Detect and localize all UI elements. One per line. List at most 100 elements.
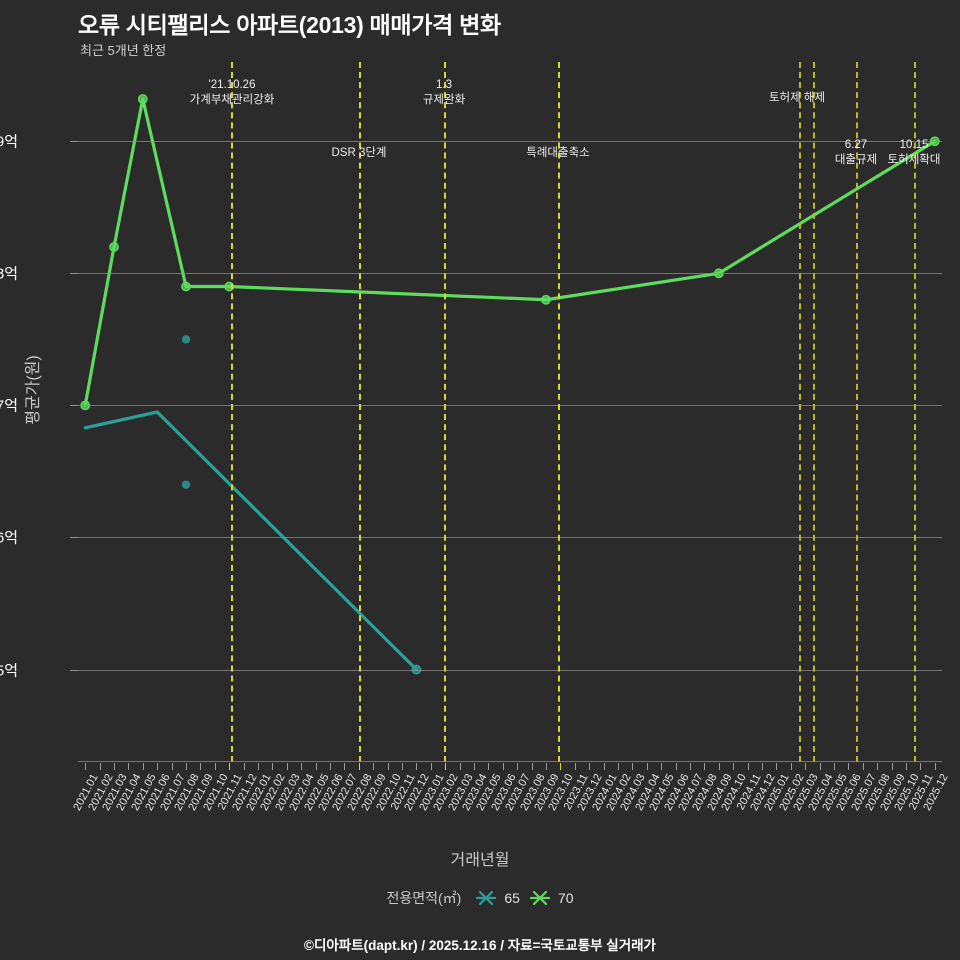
x-axis-tick-mark <box>459 763 461 770</box>
x-axis-tick-mark <box>560 763 562 770</box>
ann-household-debt: '21.10.26 가계부채관리강화 <box>190 78 275 108</box>
y-axis-title: 평균가(원) <box>24 355 42 425</box>
page-subtitle: 최근 5개년 한정 <box>80 43 167 58</box>
event-vertical-line <box>914 62 916 762</box>
data-point-marker[interactable] <box>109 242 119 252</box>
y-axis-tick-mark <box>70 537 78 539</box>
y-axis-tick-mark <box>70 405 78 407</box>
event-vertical-line <box>856 62 858 762</box>
x-axis-tick-mark <box>704 763 706 770</box>
x-axis-tick-mark <box>373 763 375 770</box>
data-point-marker[interactable] <box>541 294 551 305</box>
x-axis-tick-mark <box>416 763 418 770</box>
x-axis-tick-mark <box>502 763 504 770</box>
legend-item-70[interactable]: 70 <box>529 889 574 907</box>
x-axis-tick-mark <box>114 763 115 770</box>
y-axis-tick-mark <box>70 669 78 671</box>
legend-title: 전용면적(㎡) <box>386 890 462 906</box>
series-65 <box>83 335 422 675</box>
x-axis-tick-mark <box>675 763 677 770</box>
y-axis-tick-mark <box>70 141 78 143</box>
ann-lto-expand: 10.15 토허제확대 <box>888 138 941 168</box>
x-axis-tick-mark <box>445 763 447 770</box>
x-axis-tick-mark <box>718 763 720 770</box>
event-vertical-line <box>813 62 815 762</box>
gridline <box>78 537 942 539</box>
annotation-label: 규제완화 <box>422 94 466 106</box>
x-axis-tick-mark <box>733 763 735 770</box>
x-axis-tick-mark <box>142 763 144 770</box>
annotation-label: 토허제확대 <box>887 154 941 166</box>
y-axis-title-wrap: 평균가(원) <box>0 300 42 480</box>
data-point-marker[interactable] <box>181 281 191 292</box>
x-axis-tick-mark <box>762 763 763 770</box>
gridline <box>78 669 942 671</box>
x-axis-tick-mark <box>99 763 101 770</box>
x-axis-tick-mark <box>229 763 231 770</box>
x-axis-tick-mark <box>589 763 591 770</box>
annotation-label: 대출규제 <box>834 154 878 166</box>
x-axis-tick-mark <box>358 763 360 770</box>
x-axis-tick-mark <box>819 763 821 770</box>
annotation-label: DSR 3단계 <box>331 147 387 159</box>
x-axis-tick-mark <box>344 763 346 770</box>
series-70 <box>80 94 940 411</box>
gridline <box>78 405 942 407</box>
annotation-date: '21.10.26 <box>208 79 256 91</box>
scatter-point[interactable] <box>181 335 191 344</box>
x-axis-tick-mark <box>805 763 807 770</box>
x-axis-tick-mark <box>200 763 202 770</box>
event-vertical-line <box>799 62 801 762</box>
scatter-point[interactable] <box>181 480 191 489</box>
legend-item-65[interactable]: 65 <box>475 889 520 907</box>
x-axis-tick-mark <box>128 763 130 770</box>
x-axis-tick-mark <box>474 763 475 770</box>
gridline <box>78 273 942 275</box>
annotation-date: 1.3 <box>435 79 452 91</box>
x-axis-line <box>78 761 942 762</box>
data-point-marker[interactable] <box>137 94 148 104</box>
x-axis-tick-mark <box>747 763 749 770</box>
footer-credit: ©디아파트(dapt.kr) / 2025.12.16 / 자료=국토교통부 실… <box>304 938 656 953</box>
series-layer <box>80 94 940 675</box>
x-axis-tick-mark <box>387 763 389 770</box>
event-vertical-line <box>558 62 560 762</box>
gridline <box>78 141 942 143</box>
x-axis-tick-mark <box>862 763 864 770</box>
x-axis-tick-mark <box>488 763 490 770</box>
x-axis-tick-mark <box>574 763 576 770</box>
ann-deregulation: 1.3 규제완화 <box>423 78 465 108</box>
annotation-label: 토허제 해제 <box>768 92 826 104</box>
x-axis-tick-mark <box>430 763 432 770</box>
x-axis-title: 거래년월 <box>450 852 510 869</box>
x-axis-tick-mark <box>646 763 648 770</box>
x-axis-tick-mark <box>171 763 173 770</box>
legend-marker-icon <box>476 890 497 906</box>
event-vertical-line <box>231 62 233 762</box>
x-axis-tick-mark <box>848 763 850 770</box>
legend-label-70: 70 <box>557 890 574 906</box>
annotation-label: 가계부채관리강화 <box>189 94 275 106</box>
x-axis-tick-mark <box>877 763 879 770</box>
y-axis-tick-label: 1.8억 <box>0 265 18 283</box>
x-axis-tick-mark <box>330 763 331 770</box>
annotation-label: 특례대출축소 <box>526 147 590 159</box>
x-axis-tick-mark <box>272 763 274 770</box>
x-axis-tick-mark <box>157 763 159 770</box>
x-axis-tick-mark <box>517 763 519 770</box>
x-axis-tick-mark <box>776 763 778 770</box>
x-axis-tick-mark <box>243 763 245 770</box>
page-title: 오류 시티팰리스 아파트(2013) 매매가격 변화 <box>78 12 501 38</box>
series-line <box>83 97 937 407</box>
x-axis-tick-mark <box>603 763 605 770</box>
annotation-date: 6.27 <box>844 139 868 151</box>
ann-special-loan: 특례대출축소 <box>526 146 589 161</box>
x-axis-tick-mark <box>920 763 922 770</box>
y-axis-tick-mark <box>70 273 78 275</box>
annotation-date: 10.15 <box>899 139 929 151</box>
x-axis-tick-mark <box>790 763 792 770</box>
y-axis-tick-label: 1.5억 <box>0 662 18 680</box>
ann-loan-regulation: 6.27 대출규제 <box>835 138 877 168</box>
x-axis-tick-mark <box>531 763 533 770</box>
plot-area <box>78 62 942 762</box>
